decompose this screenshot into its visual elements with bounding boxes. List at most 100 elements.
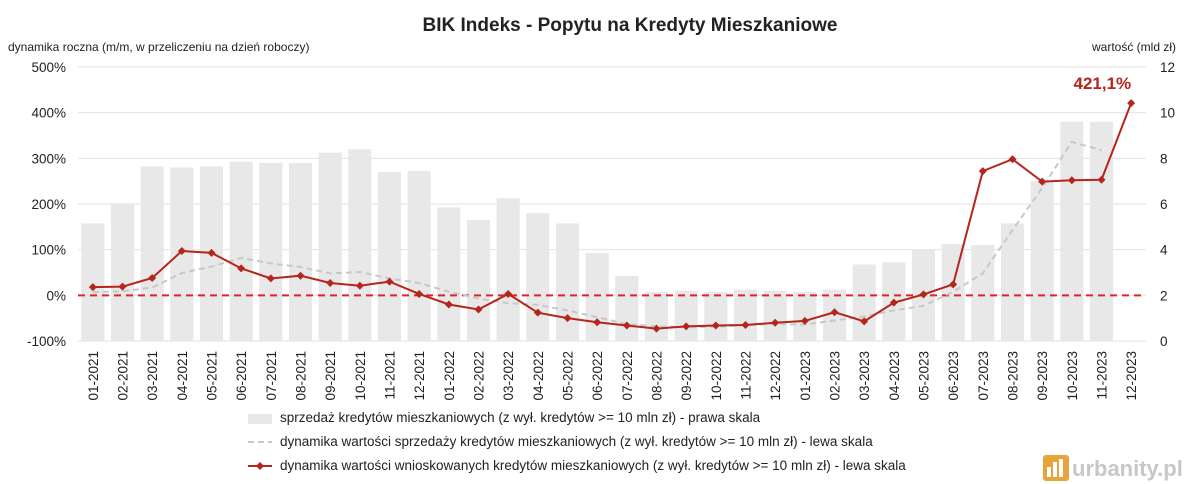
- red-line-series: [88, 99, 1136, 333]
- x-tick: 01-2023: [798, 351, 813, 401]
- bar: [941, 243, 965, 341]
- bar: [555, 223, 580, 341]
- x-tick: 06-2023: [946, 351, 961, 401]
- red-series-marker: [533, 308, 542, 317]
- x-tick: 12-2023: [1124, 351, 1139, 401]
- x-tick: 09-2022: [679, 351, 694, 401]
- bar: [704, 291, 728, 341]
- dashed-line-series: [92, 140, 1102, 329]
- red-series-marker: [266, 274, 275, 283]
- y-right-tick: 2: [1160, 288, 1168, 303]
- bar: [437, 207, 461, 341]
- x-tick: 12-2022: [768, 351, 783, 401]
- y-right-tick: 10: [1160, 106, 1175, 121]
- red-series-marker: [148, 273, 157, 282]
- y-left-tick: 200%: [31, 197, 66, 212]
- x-tick: 08-2022: [650, 351, 665, 401]
- callout-label: 421,1%: [1073, 74, 1131, 93]
- bar: [259, 162, 283, 341]
- x-tick: 10-2023: [1065, 351, 1080, 401]
- red-series-marker: [355, 281, 364, 290]
- bar: [110, 204, 135, 341]
- watermark-text: urbanity.pl: [1072, 456, 1183, 481]
- red-series-marker: [949, 280, 958, 289]
- x-tick: 04-2023: [887, 351, 902, 401]
- red-series-marker: [1097, 175, 1106, 184]
- bar: [1060, 121, 1084, 341]
- bar: [585, 253, 609, 341]
- bar: [407, 170, 431, 341]
- red-series-marker: [622, 321, 631, 330]
- x-tick: 06-2021: [234, 351, 249, 401]
- bar: [288, 162, 313, 341]
- red-series-marker: [504, 289, 513, 298]
- red-series-marker: [800, 316, 809, 325]
- red-series-marker: [741, 321, 750, 330]
- x-tick: 08-2021: [294, 351, 309, 401]
- red-series-marker: [385, 277, 394, 286]
- bar: [140, 166, 164, 341]
- x-tick: 05-2023: [917, 351, 932, 401]
- watermark-logo-icon: [1043, 455, 1069, 481]
- bar: [526, 213, 550, 341]
- x-tick: 02-2023: [828, 351, 843, 401]
- y-left-tick: -100%: [27, 334, 66, 349]
- red-series-marker: [474, 305, 483, 314]
- x-tick: 02-2022: [472, 351, 487, 401]
- x-tick: 04-2021: [175, 351, 190, 401]
- x-ticks: 01-2021 02-2021 03-2021 04-2021 05-2021 06-20…: [86, 351, 1139, 401]
- x-tick: 03-2021: [145, 351, 160, 401]
- y-right-tick: 6: [1160, 197, 1168, 212]
- bar: [615, 275, 639, 341]
- bar: [763, 290, 787, 341]
- bar: [674, 290, 698, 341]
- red-series-marker: [326, 279, 335, 288]
- y-right-tick: 0: [1160, 334, 1168, 349]
- x-tick: 11-2022: [739, 351, 754, 400]
- x-tick: 11-2023: [1095, 351, 1110, 400]
- bar: [852, 264, 876, 341]
- x-tick: 10-2022: [709, 351, 724, 401]
- y-left-tick: 500%: [31, 60, 66, 75]
- legend-swatch-red-marker: [256, 462, 264, 470]
- legend-label: dynamika wartości wnioskowanych kredytów…: [280, 458, 906, 473]
- y-left-tick: 0%: [46, 288, 66, 303]
- x-tick: 06-2022: [590, 351, 605, 401]
- bar: [348, 149, 372, 341]
- red-series-marker: [207, 248, 216, 257]
- red-series-marker: [118, 282, 127, 291]
- bar: [229, 161, 253, 341]
- x-tick: 07-2021: [264, 351, 279, 401]
- x-tick: 07-2022: [620, 351, 635, 401]
- bar: [1030, 181, 1054, 341]
- x-tick: 01-2022: [442, 351, 457, 401]
- bar: [318, 152, 342, 341]
- red-series-marker: [444, 300, 453, 309]
- red-series-marker: [1008, 155, 1017, 164]
- red-series-marker: [296, 271, 305, 280]
- red-series-marker: [978, 167, 987, 176]
- bar: [733, 289, 758, 341]
- callouts: 421,1%: [1073, 74, 1131, 93]
- bar: [971, 245, 995, 341]
- red-series-marker: [1127, 99, 1136, 108]
- bar: [81, 223, 105, 341]
- red-series-marker: [177, 247, 186, 256]
- red-series-marker: [830, 308, 839, 317]
- x-tick: 11-2021: [383, 351, 398, 400]
- red-series-marker: [771, 318, 780, 327]
- watermark: urbanity.pl: [1043, 455, 1183, 481]
- red-series-marker: [88, 283, 97, 292]
- x-tick: 04-2022: [531, 351, 546, 401]
- bar: [793, 291, 817, 341]
- x-tick: 05-2022: [561, 351, 576, 401]
- red-series-marker: [652, 324, 661, 333]
- x-tick: 10-2021: [353, 351, 368, 401]
- x-tick: 09-2023: [1035, 351, 1050, 401]
- bar: [644, 291, 669, 341]
- red-series-marker: [563, 314, 572, 323]
- bar: [1089, 121, 1114, 341]
- red-series-marker: [889, 298, 898, 307]
- red-series-marker: [593, 318, 602, 327]
